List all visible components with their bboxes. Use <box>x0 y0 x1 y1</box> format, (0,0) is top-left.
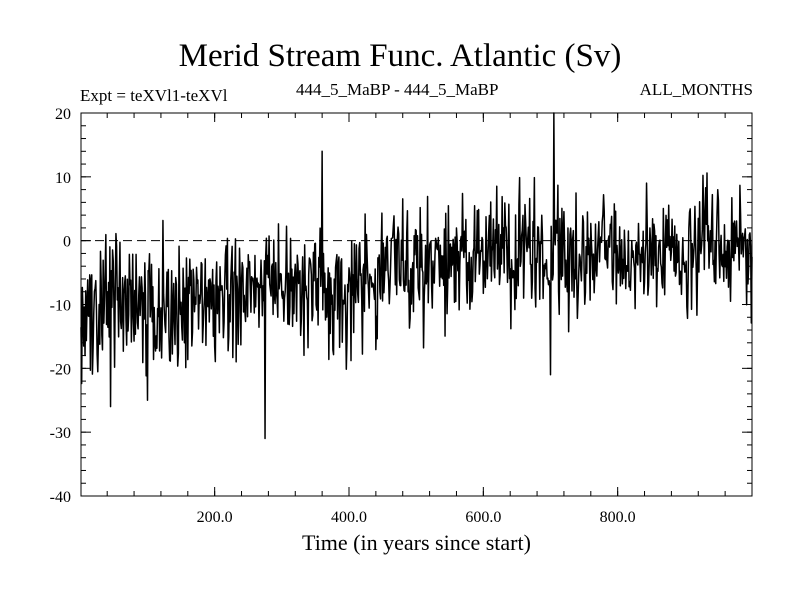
x-tick-label: 800.0 <box>600 509 636 526</box>
chart-title: Merid Stream Func. Atlantic (Sv) <box>178 38 622 74</box>
y-tick-label: -20 <box>50 361 71 378</box>
x-tick-label: 400.0 <box>331 509 367 526</box>
y-tick-label: 10 <box>55 170 71 187</box>
x-axis-label: Time (in years since start) <box>302 530 531 555</box>
period-label: 444_5_MaBP - 444_5_MaBP <box>296 80 499 99</box>
y-tick-label: 0 <box>63 234 71 251</box>
y-tick-label: -10 <box>50 298 71 315</box>
y-tick-label: -40 <box>50 489 71 506</box>
months-label: ALL_MONTHS <box>639 80 753 99</box>
x-tick-label: 600.0 <box>465 509 501 526</box>
series-line <box>80 112 753 440</box>
x-tick-label: 200.0 <box>197 509 233 526</box>
y-tick-label: 20 <box>55 106 71 123</box>
y-tick-label: -30 <box>50 425 71 442</box>
experiment-label: Expt = teXVl1-teXVl <box>80 86 228 105</box>
